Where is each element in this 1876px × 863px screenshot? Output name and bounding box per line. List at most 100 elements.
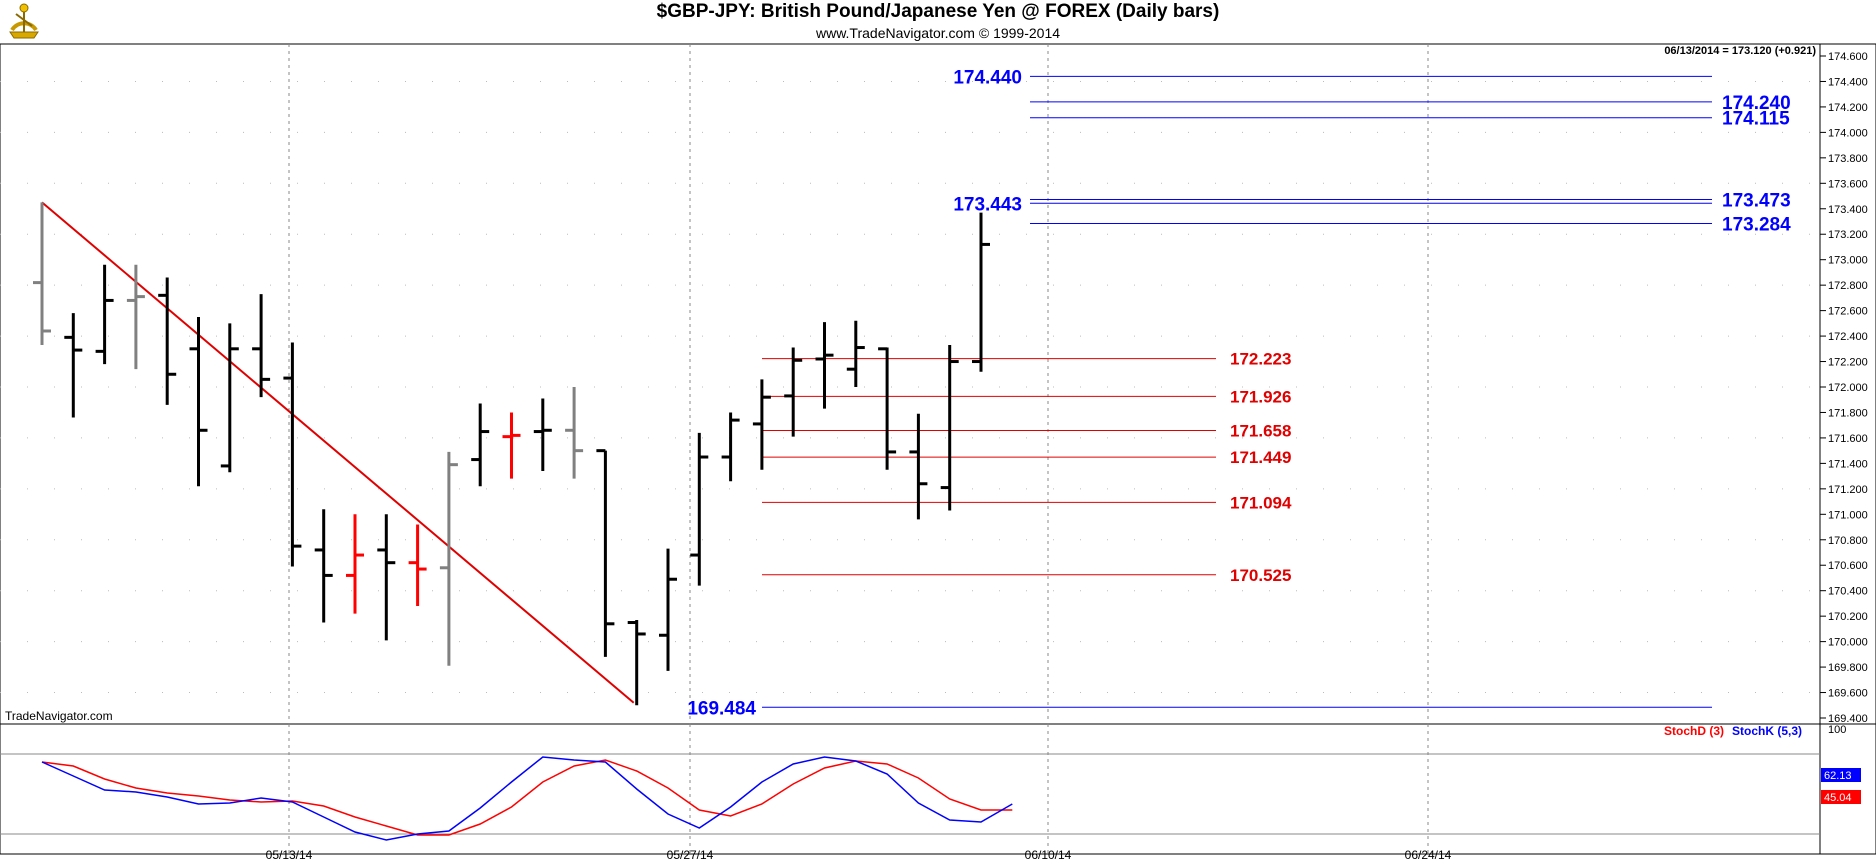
- fib-level-label: 171.449: [1230, 448, 1291, 467]
- fib-level-label: 174.115: [1722, 109, 1790, 130]
- price-axis-frame: [1819, 43, 1876, 725]
- price-levels: 172.223 171.926 171.658 171.449 171.094 170.5…: [687, 67, 1791, 719]
- svg-text:62.13: 62.13: [1824, 770, 1852, 782]
- ohlc-bars: [33, 202, 990, 706]
- ohlc-bar: [95, 264, 114, 365]
- fib-level-label: 171.658: [1230, 422, 1291, 441]
- ohlc-bar: [471, 403, 490, 487]
- y-tick-label: 174.400: [1828, 76, 1868, 88]
- ohlc-bar: [33, 202, 51, 345]
- y-tick-label: 169.800: [1828, 662, 1868, 674]
- ohlc-bar: [815, 322, 834, 409]
- ohlc-bar: [909, 413, 928, 520]
- price-axis: 174.600 174.400 174.200 174.000 173.800 173.6…: [1820, 51, 1868, 725]
- y-tick-label: 172.400: [1828, 331, 1868, 343]
- y-tick-label: 169.600: [1828, 688, 1868, 700]
- stoch-k-value-badge: 62.13: [1821, 768, 1861, 782]
- date-axis: 05/13/14 05/27/14 06/10/14 06/24/14: [266, 848, 1452, 862]
- y-tick-label: 170.000: [1828, 637, 1868, 649]
- ohlc-bar: [940, 344, 959, 511]
- y-tick-label: 173.400: [1828, 204, 1868, 216]
- chart-subtitle: www.TradeNavigator.com © 1999-2014: [815, 25, 1061, 41]
- y-tick-label: 173.600: [1828, 178, 1868, 190]
- ohlc-bar: [565, 387, 584, 479]
- y-tick-label: 173.200: [1828, 229, 1868, 241]
- fib-level-label: 173.443: [953, 194, 1022, 215]
- stoch-axis-frame: [1819, 723, 1876, 855]
- y-tick-label: 170.200: [1828, 611, 1868, 623]
- y-tick-label: 171.400: [1828, 458, 1868, 470]
- fib-level-label: 171.926: [1230, 387, 1291, 406]
- trendline-layer: [41, 201, 635, 704]
- trendline: [41, 201, 635, 704]
- y-tick-label: 171.800: [1828, 407, 1868, 419]
- y-tick-label: 171.000: [1828, 509, 1868, 521]
- chart-header: $GBP-JPY: British Pound/Japanese Yen @ F…: [0, 0, 1876, 44]
- fib-level-label: 174.440: [953, 67, 1022, 88]
- y-tick-label: 170.400: [1828, 586, 1868, 598]
- price-panel-frame: [0, 43, 1821, 725]
- ohlc-bar: [784, 347, 803, 437]
- x-tick-label: 05/13/14: [266, 848, 313, 862]
- stoch-k-legend: StochK (5,3): [1732, 724, 1802, 738]
- ohlc-bar: [659, 548, 677, 671]
- watermark-text: TradeNavigator.com: [5, 709, 113, 723]
- ohlc-bar: [502, 412, 521, 479]
- y-tick-label: 173.000: [1828, 255, 1868, 267]
- ohlc-bar: [64, 313, 83, 418]
- ohlc-bar: [408, 524, 427, 606]
- fib-level-label: 173.473: [1722, 190, 1791, 211]
- ohlc-bar: [627, 619, 646, 706]
- y-tick-label: 174.000: [1828, 127, 1868, 139]
- fib-level-label: 169.484: [687, 698, 756, 719]
- y-tick-label: 172.600: [1828, 306, 1868, 318]
- stoch-d-legend: StochD (3): [1664, 724, 1724, 738]
- x-tick-label: 06/24/14: [1405, 848, 1452, 862]
- stochastic-panel: 100 StochD (3) StochK (5,3) 62.13 45.04: [41, 724, 1861, 841]
- ohlc-bar: [346, 514, 364, 614]
- ohlc-bar: [846, 320, 865, 387]
- x-tick-label: 05/27/14: [667, 848, 714, 862]
- y-tick-label: 172.800: [1828, 280, 1868, 292]
- ohlc-bar: [126, 264, 145, 370]
- y-tick-label: 169.400: [1828, 713, 1868, 725]
- chart-title: $GBP-JPY: British Pound/Japanese Yen @ F…: [656, 1, 1220, 22]
- fib-level-label: 172.223: [1230, 350, 1291, 369]
- y-tick-label: 170.600: [1828, 560, 1868, 572]
- svg-text:45.04: 45.04: [1824, 792, 1852, 804]
- stoch-d-value-badge: 45.04: [1821, 790, 1861, 804]
- y-tick-label: 170.800: [1828, 535, 1868, 547]
- ohlc-bar: [314, 509, 333, 623]
- ohlc-bar: [878, 347, 897, 470]
- ohlc-bar: [158, 277, 177, 405]
- ohlc-bar: [377, 514, 396, 641]
- y-tick-label: 172.000: [1828, 382, 1868, 394]
- fib-level-label: 173.284: [1722, 215, 1791, 236]
- ohlc-bar: [252, 294, 271, 398]
- stoch-d-line: [41, 759, 1013, 836]
- ohlc-bar: [596, 449, 615, 657]
- ohlc-bar: [533, 398, 552, 472]
- fib-level-label: 174.240: [1722, 93, 1791, 114]
- fib-level-label: 170.525: [1230, 566, 1291, 585]
- y-tick-label: 174.200: [1828, 102, 1868, 114]
- sextant-logo-icon: [9, 3, 39, 39]
- ohlc-bar: [220, 323, 239, 473]
- x-tick-label: 06/10/14: [1025, 848, 1072, 862]
- ohlc-bar: [972, 212, 990, 372]
- y-tick-label: 174.600: [1828, 51, 1868, 63]
- y-tick-label: 171.600: [1828, 433, 1868, 445]
- stoch-y-tick-label: 100: [1828, 724, 1846, 736]
- y-tick-label: 171.200: [1828, 484, 1868, 496]
- ohlc-bar: [752, 379, 771, 470]
- ohlc-bar: [439, 451, 458, 666]
- y-tick-label: 172.200: [1828, 357, 1868, 369]
- grid: [0, 44, 1820, 854]
- ohlc-bar: [283, 342, 302, 567]
- last-quote-text: 06/13/2014 = 173.120 (+0.921): [1664, 45, 1816, 57]
- ohlc-bar: [690, 432, 709, 586]
- stoch-panel-frame: [0, 723, 1821, 855]
- ohlc-bar: [721, 412, 740, 482]
- y-tick-label: 173.800: [1828, 153, 1868, 165]
